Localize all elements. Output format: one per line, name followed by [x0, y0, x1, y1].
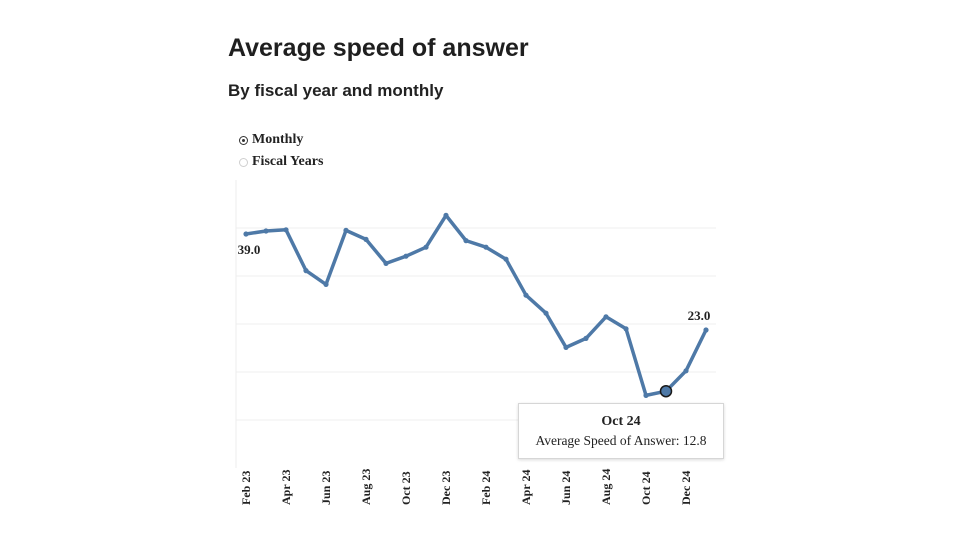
- x-tick-label: Feb 23: [239, 471, 253, 505]
- data-label: 23.0: [688, 308, 711, 323]
- data-point: [403, 253, 409, 259]
- chart-subtitle: By fiscal year and monthly: [228, 81, 444, 100]
- data-point: [483, 244, 489, 250]
- x-tick-label: Apr 24: [519, 470, 533, 505]
- data-point: [543, 310, 549, 316]
- data-point: [303, 268, 309, 274]
- data-point: [363, 236, 369, 242]
- data-point: [423, 244, 429, 250]
- toggle-option-fiscal-years[interactable]: Fiscal Years: [239, 151, 323, 173]
- data-point: [243, 231, 249, 237]
- data-point: [463, 238, 469, 244]
- data-point: [643, 392, 649, 398]
- data-point: [703, 327, 709, 333]
- x-tick-label: Dec 24: [679, 471, 693, 505]
- radio-unchecked-icon[interactable]: [239, 157, 248, 167]
- x-tick-label: Feb 24: [479, 471, 493, 505]
- data-label: 39.0: [238, 242, 261, 257]
- toggle-label-monthly: Monthly: [252, 132, 304, 147]
- data-point: [383, 260, 389, 266]
- x-tick-label: Jun 24: [559, 471, 573, 505]
- data-point: [603, 314, 609, 320]
- tooltip-title: Oct 24: [601, 414, 641, 429]
- toggle-label-fiscal-years: Fiscal Years: [252, 154, 324, 169]
- data-point: [683, 368, 689, 374]
- data-point: [263, 228, 269, 234]
- x-tick-label: Aug 23: [359, 469, 373, 505]
- data-point: [503, 256, 509, 262]
- chart-title: Average speed of answer: [228, 34, 529, 62]
- radio-checked-icon[interactable]: [239, 135, 248, 145]
- toggle-option-monthly[interactable]: Monthly: [239, 129, 323, 151]
- tooltip-text: Average Speed of Answer: 12.8: [535, 433, 707, 448]
- data-point: [523, 292, 529, 298]
- data-point: [283, 227, 289, 233]
- data-point: [623, 326, 629, 332]
- highlighted-data-point: [659, 384, 673, 398]
- x-tick-label: Dec 23: [439, 471, 453, 505]
- x-tick-label: Aug 24: [599, 469, 613, 505]
- data-point: [563, 344, 569, 350]
- data-point: [443, 212, 449, 218]
- data-point: [323, 281, 329, 287]
- x-tick-label: Jun 23: [319, 471, 333, 505]
- data-point: [583, 335, 589, 341]
- view-toggle: Monthly Fiscal Years: [239, 129, 323, 173]
- x-tick-label: Oct 23: [399, 471, 413, 505]
- x-tick-label: Apr 23: [279, 470, 293, 505]
- series-line: [244, 213, 708, 398]
- data-point: [343, 227, 349, 233]
- x-tick-label: Oct 24: [639, 471, 653, 505]
- data-tooltip: Oct 24 Average Speed of Answer: 12.8: [518, 403, 724, 459]
